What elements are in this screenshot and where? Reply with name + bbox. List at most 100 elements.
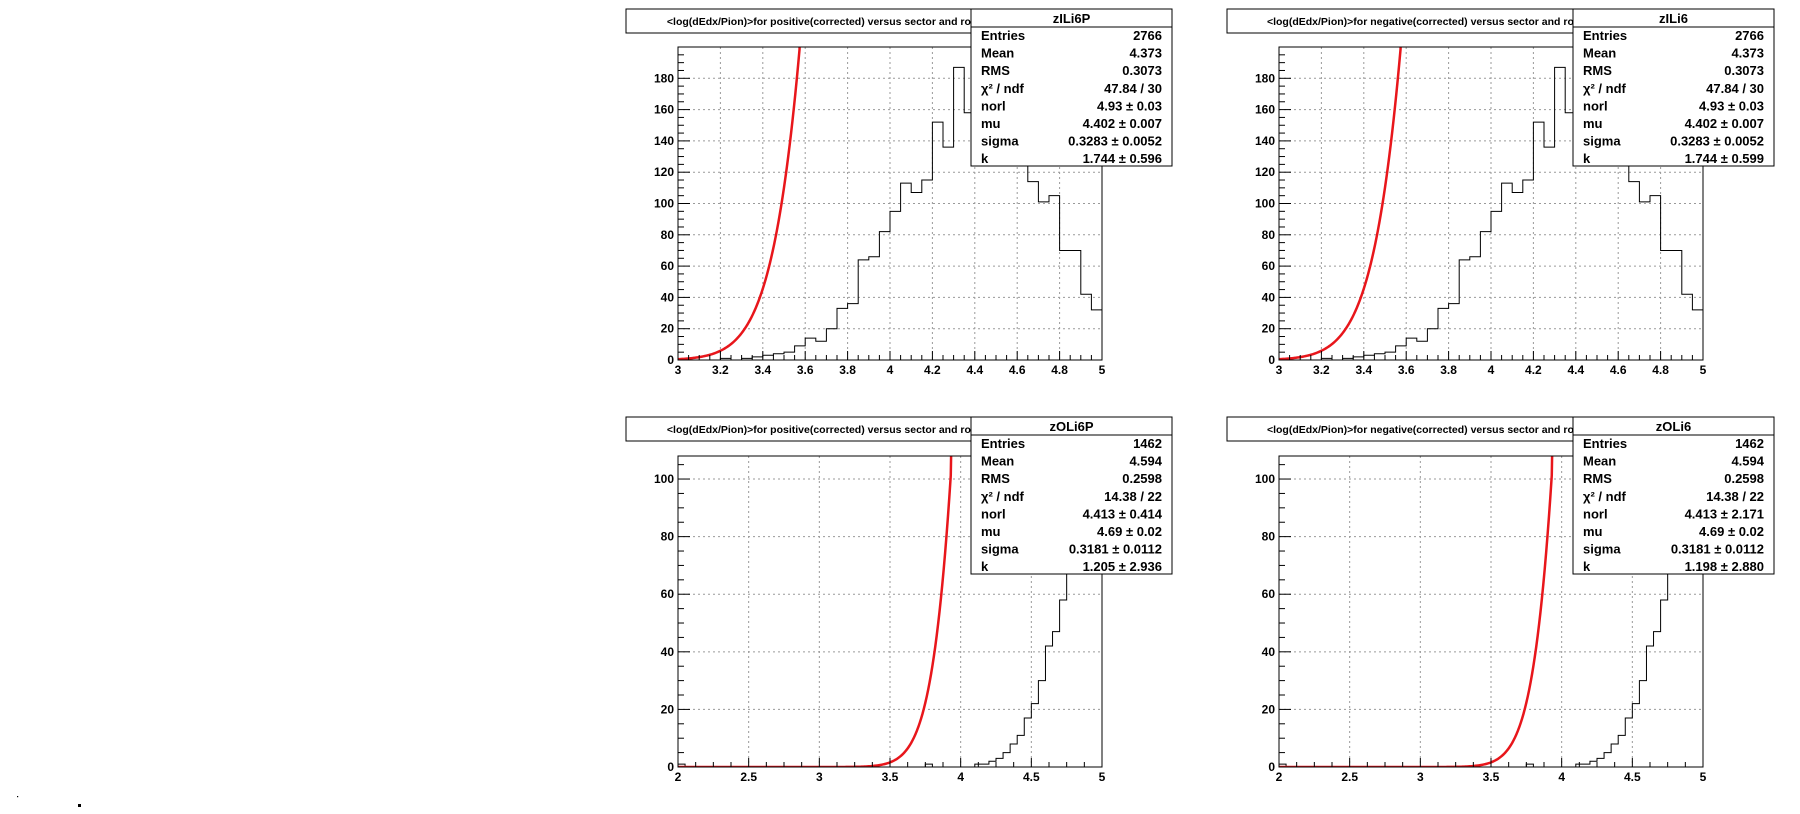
chart-panel-zILi6P: 3 3.2 3.4 3.6 3.8 4 4.2 4.4 4.6 4.8 5 0 20 40 60 80 100 1… [625,8,1173,377]
x-tick-label: 4.4 [966,363,983,377]
title-box [625,8,1021,34]
stat-value: 4.69 ± 0.02 [1097,524,1162,539]
x-tick-label: 4 [1488,363,1495,377]
stat-value: 4.373 [1129,46,1162,61]
stat-value: 0.2598 [1122,471,1162,486]
stat-value: 0.2598 [1724,471,1764,486]
stat-value: 4.413 ± 2.171 [1685,506,1764,521]
x-tick-label: 4.2 [1525,363,1542,377]
chart-panel-zILi6: 3 3.2 3.4 3.6 3.8 4 4.2 4.4 4.6 4.8 5 0 20 40 60 80 100 1… [1226,8,1775,377]
stat-value: 4.413 ± 0.414 [1083,506,1163,521]
y-tick-label: 0 [667,760,674,774]
y-tick-label: 100 [1255,472,1275,486]
y-tick-label: 20 [1262,322,1276,336]
stat-value: 14.38 / 22 [1706,489,1764,504]
x-tick-label: 4.6 [1610,363,1627,377]
stat-name: RMS [1583,63,1612,78]
y-tick-label: 20 [1262,702,1276,716]
x-tick-label: 3.8 [1440,363,1457,377]
stats-box: zILi6 Entries 2766 Mean 4.373 RMS 0.3073 χ² / n… [1572,8,1775,167]
y-tick-label: 40 [661,290,675,304]
chart-title: <log(dEdx/Pion)>for negative(corrected) … [1267,16,1583,28]
x-tick-label: 3.6 [1398,363,1415,377]
x-tick-label: 2 [1276,770,1283,784]
y-tick-label: 40 [1262,645,1276,659]
stat-name: k [1583,559,1591,574]
x-tick-label: 4.6 [1009,363,1026,377]
stat-name: RMS [981,63,1010,78]
corner-mark [17,796,19,798]
stat-name: sigma [981,134,1019,149]
y-tick-label: 60 [1262,259,1276,273]
stats-box: zILi6P Entries 2766 Mean 4.373 RMS 0.3073 χ² / … [970,8,1173,167]
x-tick-label: 3.4 [754,363,771,377]
x-tick-label: 4 [887,363,894,377]
x-tick-label: 4.2 [924,363,941,377]
x-tick-label: 5 [1099,770,1106,784]
y-tick-label: 120 [1255,165,1275,179]
y-axis: 0 20 40 60 80 100 120 140 160 180 [654,54,690,367]
stat-name: χ² / ndf [981,81,1025,96]
stats-title: zOLi6 [1656,419,1691,434]
x-tick-label: 3.5 [882,770,899,784]
stats-frame [970,416,1173,575]
stats-frame [970,8,1173,167]
stat-name: Mean [1583,46,1616,61]
chart-title: <log(dEdx/Pion)>for negative(corrected) … [1267,424,1583,436]
corner-mark [78,804,81,807]
x-tick-label: 3 [816,770,823,784]
stats-box: zOLi6P Entries 1462 Mean 4.594 RMS 0.2598 χ² / … [970,416,1173,575]
y-tick-label: 160 [1255,103,1275,117]
stat-name: sigma [1583,134,1621,149]
stat-value: 14.38 / 22 [1104,489,1162,504]
x-tick-label: 2.5 [740,770,757,784]
x-tick-label: 2.5 [1341,770,1358,784]
stat-name: Mean [1583,454,1616,469]
stat-value: 2766 [1133,28,1162,43]
stat-name: norl [981,506,1006,521]
y-tick-label: 40 [661,645,675,659]
stat-name: norl [1583,506,1608,521]
stat-value: 1.744 ± 0.599 [1685,151,1764,166]
stat-value: 4.402 ± 0.007 [1685,116,1764,131]
stat-value: 4.594 [1731,454,1764,469]
y-tick-label: 20 [661,322,675,336]
y-axis: 0 20 40 60 80 100 [654,464,690,774]
x-tick-label: 3.2 [1313,363,1330,377]
y-tick-label: 80 [1262,228,1276,242]
stat-name: Mean [981,46,1014,61]
y-tick-label: 180 [1255,71,1275,85]
stat-name: Entries [981,436,1025,451]
stat-value: 1.744 ± 0.596 [1083,151,1162,166]
stats-title: zILi6 [1659,11,1688,26]
panels: 3 3.2 3.4 3.6 3.8 4 4.2 4.4 4.6 4.8 50204060801001… [625,8,1775,784]
x-tick-label: 2 [675,770,682,784]
stat-value: 0.3181 ± 0.0112 [1069,542,1162,557]
x-tick-label: 3.2 [712,363,729,377]
y-tick-label: 80 [1262,530,1276,544]
stat-value: 4.594 [1129,454,1162,469]
stat-name: k [981,559,989,574]
x-tick-label: 3 [1276,363,1283,377]
stat-value: 47.84 / 30 [1104,81,1162,96]
stat-name: RMS [1583,471,1612,486]
stat-value: 47.84 / 30 [1706,81,1764,96]
y-tick-label: 100 [654,472,674,486]
y-axis: 0 20 40 60 80 100 [1255,464,1291,774]
stats-frame [1572,8,1775,167]
y-axis: 0 20 40 60 80 100 120 140 160 180 [1255,54,1291,367]
y-tick-label: 60 [661,259,675,273]
chart-title: <log(dEdx/Pion)>for positive(corrected) … [667,16,980,28]
stat-name: norl [981,98,1006,113]
stat-name: Entries [1583,28,1627,43]
stat-value: 0.3073 [1724,63,1764,78]
stat-name: Entries [1583,436,1627,451]
y-tick-label: 0 [667,353,674,367]
y-tick-label: 140 [1255,134,1275,148]
x-tick-label: 4.8 [1051,363,1068,377]
stat-value: 2766 [1735,28,1764,43]
y-tick-label: 120 [654,165,674,179]
stat-value: 1462 [1735,436,1764,451]
stats-frame [1572,416,1775,575]
stat-value: 4.402 ± 0.007 [1083,116,1162,131]
